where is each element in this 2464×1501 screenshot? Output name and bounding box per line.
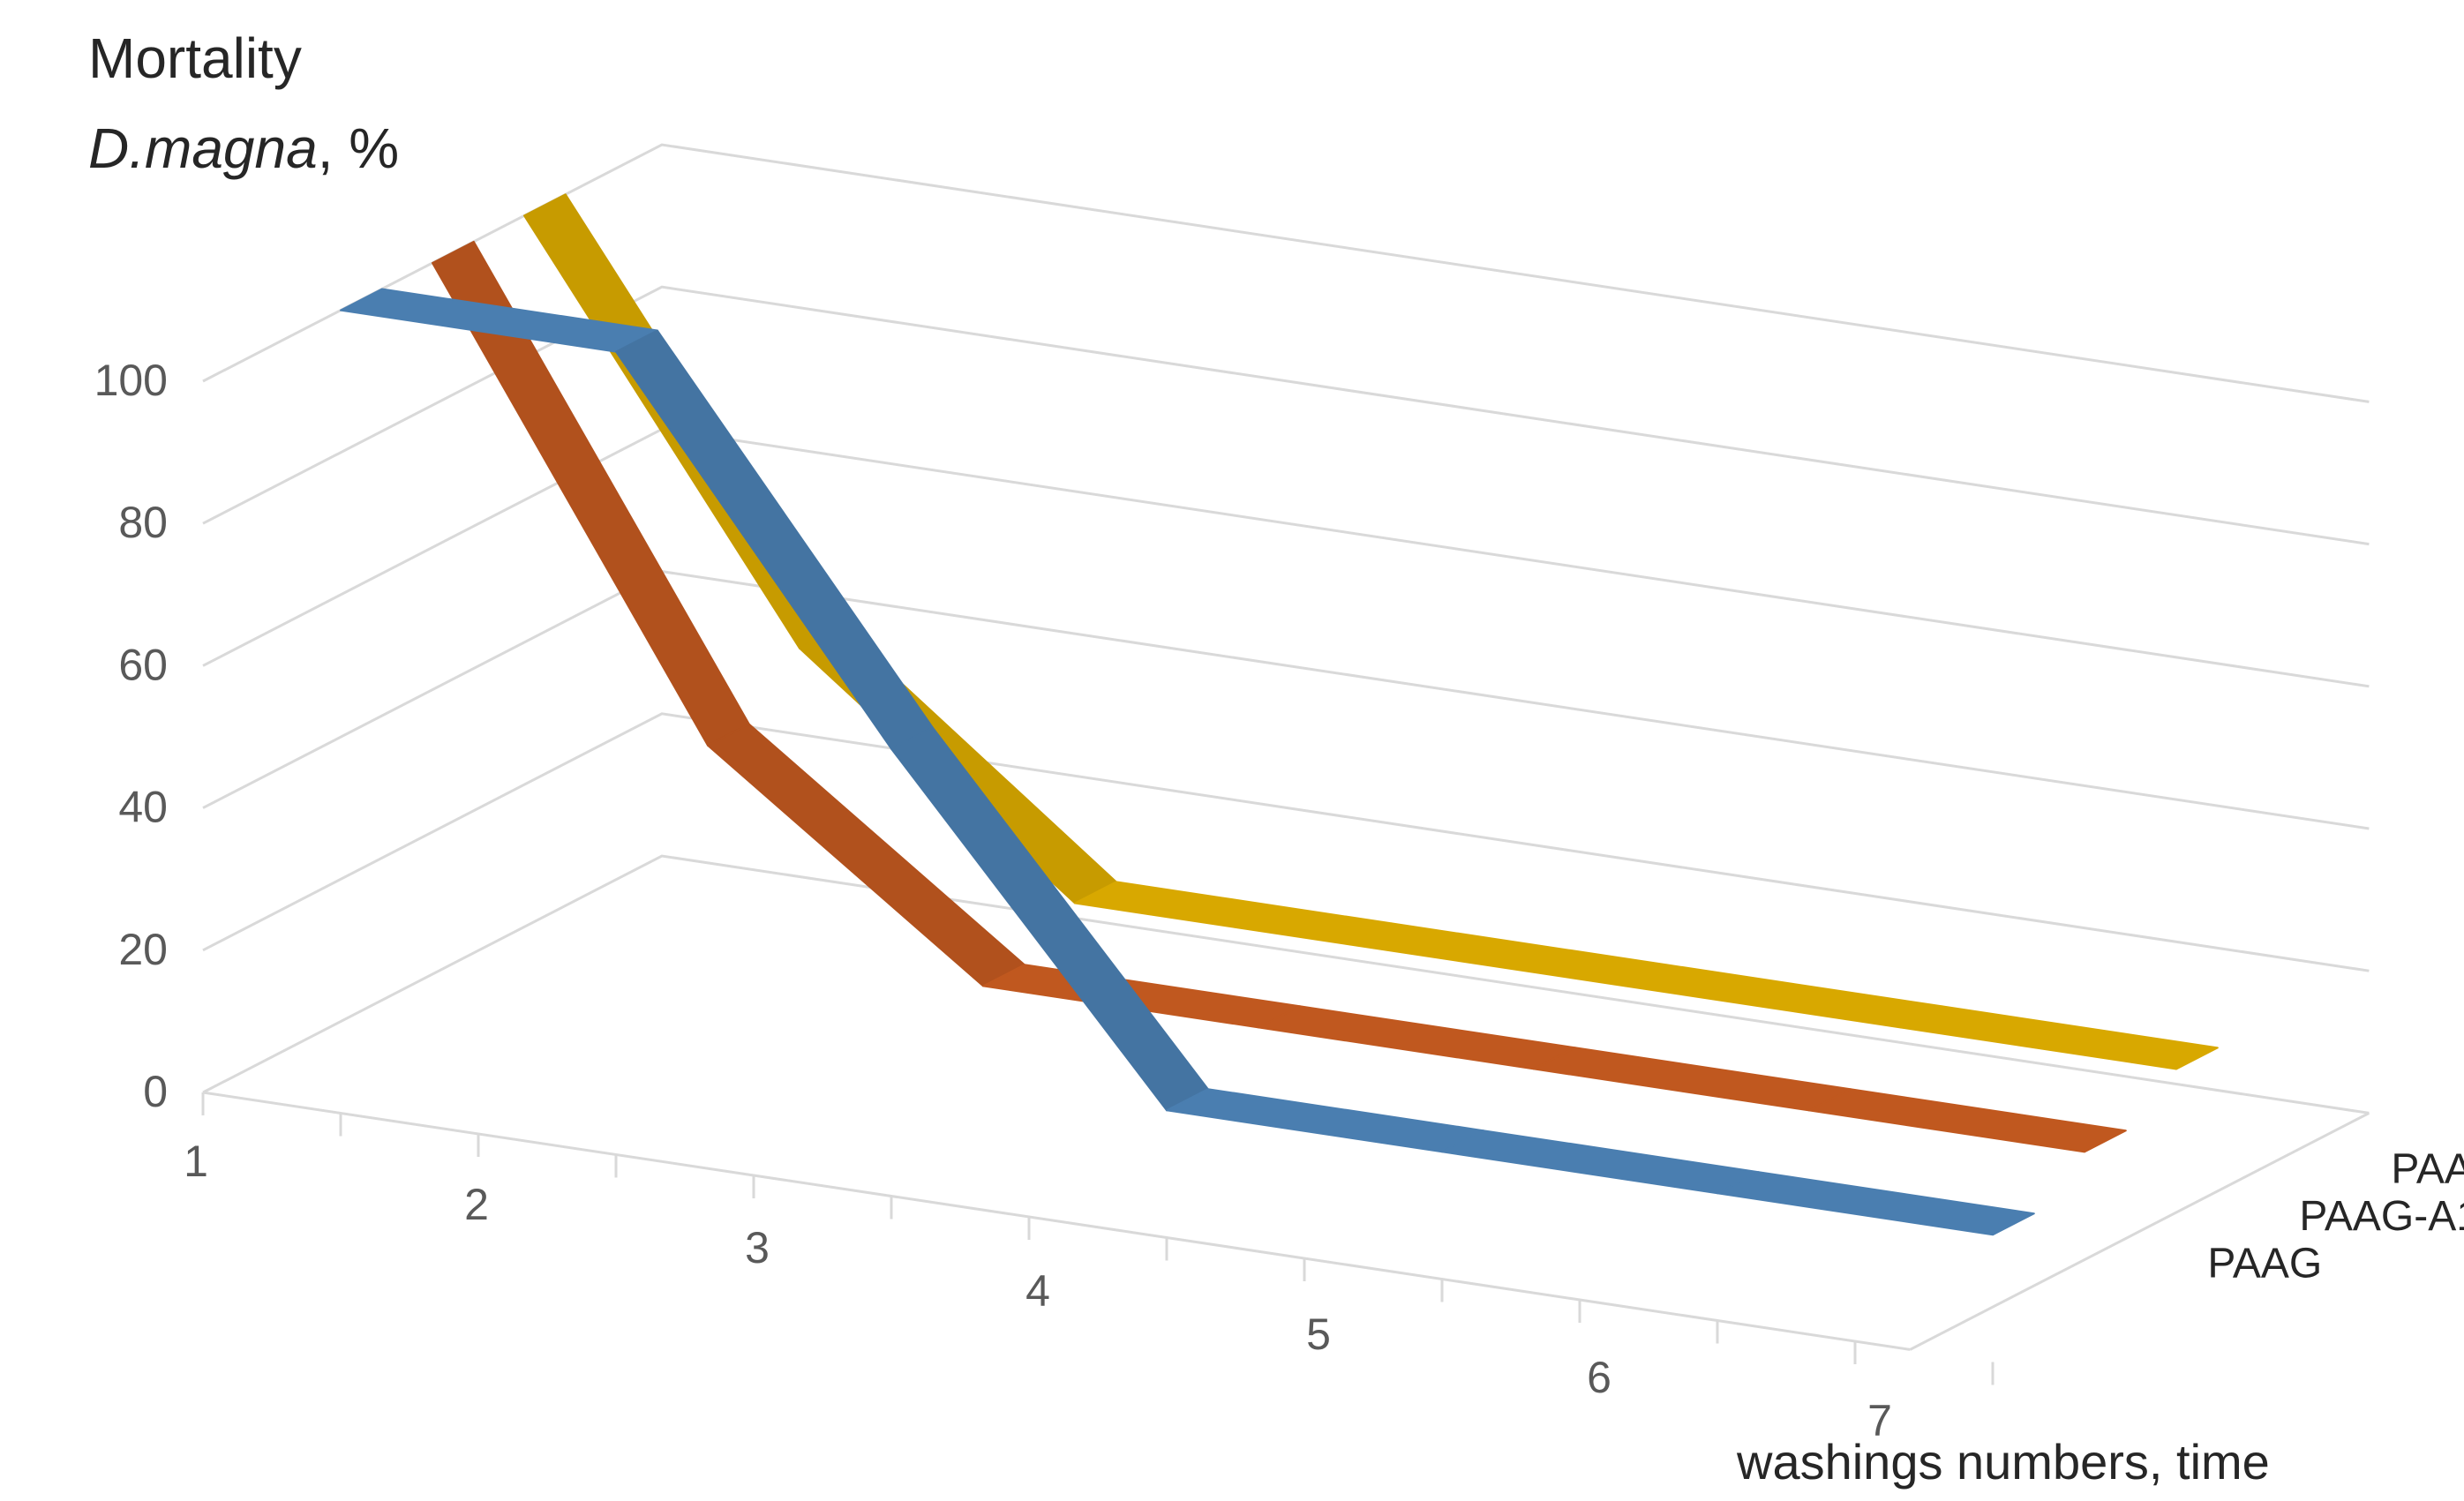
series-label-paag-a1: PAAG-A1 <box>2299 1193 2464 1240</box>
ribbon-segment-paag-a1-6 <box>1808 1088 2127 1153</box>
series-label-paag-a2: PAAG-A2 <box>2391 1145 2464 1192</box>
ribbon-segment-paag-4 <box>1166 1088 1484 1153</box>
labels-layer: Mortality D.magna, % washings numbers, t… <box>88 26 2270 1490</box>
series-paag-a2 <box>523 193 2219 1070</box>
gridline-40 <box>202 570 2370 830</box>
ribbon-segment-paag-a2-5 <box>1625 964 1943 1029</box>
y-tick-label-100: 100 <box>94 356 168 405</box>
y-axis-unit: , % <box>318 116 399 180</box>
gridline-0 <box>202 854 2370 1114</box>
ribbon-segment-paag-a1-5 <box>1533 1047 1852 1112</box>
y-tick-label-0: 0 <box>143 1067 168 1116</box>
x-axis-title: washings numbers, time <box>1736 1434 2270 1490</box>
y-tick-label-20: 20 <box>118 925 168 974</box>
ribbon-segment-paag-a1-4 <box>1258 1005 1576 1070</box>
y-tick-label-60: 60 <box>118 640 168 689</box>
x-tick-label-4: 4 <box>1025 1266 1050 1316</box>
ribbon-segment-paag-2 <box>615 329 934 750</box>
series-label-paag: PAAG <box>2207 1241 2322 1287</box>
y-axis-title: Mortality <box>88 26 302 90</box>
depth-axis-line <box>1909 1112 2370 1351</box>
x-tick-label-1: 1 <box>184 1137 208 1186</box>
y-axis-species: D.magna <box>88 116 318 180</box>
series-layer <box>340 193 2219 1236</box>
x-tick-label-5: 5 <box>1306 1310 1331 1359</box>
x-tick-label-6: 6 <box>1587 1353 1611 1402</box>
gridline-20 <box>202 712 2370 972</box>
gridline-80 <box>202 285 2370 546</box>
series-paag <box>340 288 2035 1236</box>
ribbon-segment-paag-6 <box>1717 1171 2035 1236</box>
gridline-60 <box>202 427 2370 688</box>
series-paag-a1 <box>432 240 2127 1153</box>
x-tick-label-3: 3 <box>745 1223 770 1272</box>
x-tick-label-2: 2 <box>464 1180 489 1229</box>
x-tick-label-7: 7 <box>1867 1396 1892 1445</box>
ribbon-segment-paag-a2-3 <box>1074 881 1393 946</box>
y-tick-label-80: 80 <box>118 498 168 547</box>
ribbon-segment-paag-5 <box>1441 1130 1760 1195</box>
x-axis-line <box>202 1091 1911 1351</box>
ribbon-segment-paag-a2-4 <box>1349 922 1668 987</box>
y-tick-label-40: 40 <box>118 783 168 832</box>
ribbon-segment-paag-a2-6 <box>1900 1005 2219 1070</box>
y-axis-subtitle: D.magna, % <box>88 116 399 180</box>
